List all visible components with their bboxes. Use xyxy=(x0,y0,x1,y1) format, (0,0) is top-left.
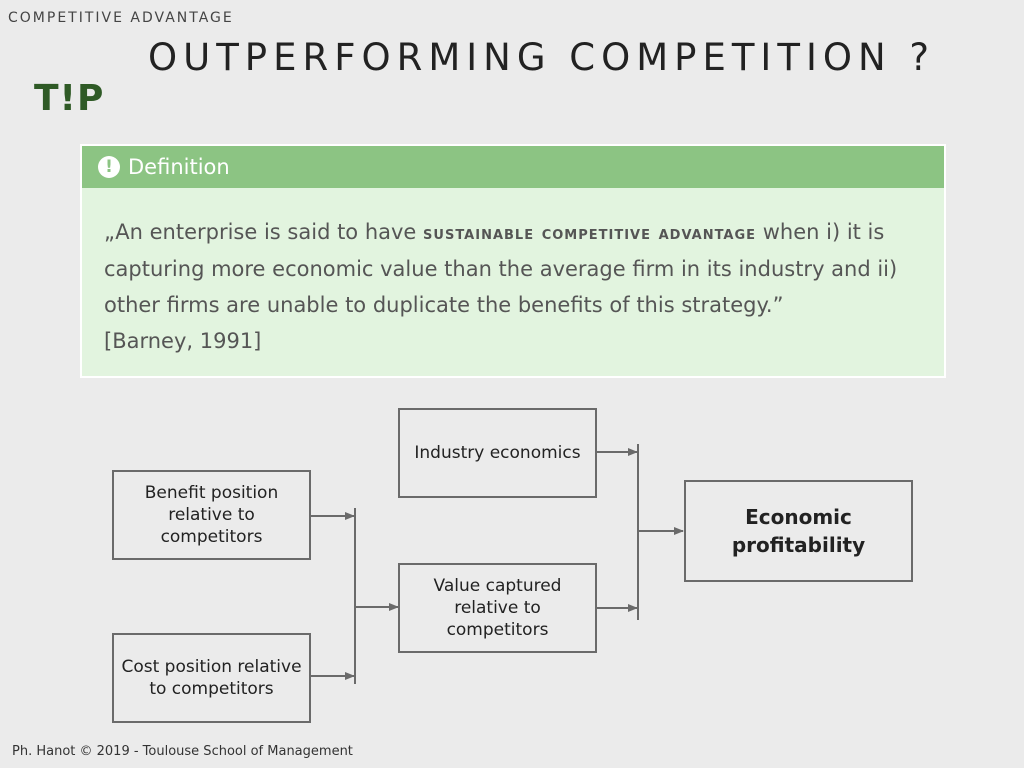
definition-text-end: when i) it is capturing more economic va… xyxy=(104,220,898,317)
definition-header: ! Definition xyxy=(82,146,944,188)
page-title: OUTPERFORMING COMPETITION ? xyxy=(148,36,936,79)
definition-emphasis: sustainable competitive advantage xyxy=(423,222,757,244)
definition-text: „An enterprise is said to have sustainab… xyxy=(82,188,944,359)
definition-citation: [Barney, 1991] xyxy=(104,329,262,353)
economic-profitability-box: Economic profitability xyxy=(684,480,913,582)
definition-heading: Definition xyxy=(128,155,230,179)
definition-text-start: „An enterprise is said to have xyxy=(104,220,424,244)
value-captured-box: Value captured relative to competitors xyxy=(398,563,597,653)
tip-logo: T!P xyxy=(34,78,105,119)
cost-position-box: Cost position relative to competitors xyxy=(112,633,311,723)
industry-economics-box: Industry economics xyxy=(398,408,597,498)
benefit-position-box: Benefit position relative to competitors xyxy=(112,470,311,560)
section-kicker: COMPETITIVE ADVANTAGE xyxy=(8,10,234,26)
footer: Ph. Hanot © 2019 - Toulouse School of Ma… xyxy=(12,744,353,759)
definition-box: ! Definition „An enterprise is said to h… xyxy=(80,144,946,378)
exclamation-icon: ! xyxy=(98,156,120,178)
